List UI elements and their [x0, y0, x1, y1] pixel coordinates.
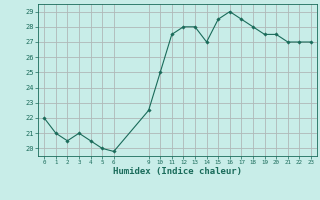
X-axis label: Humidex (Indice chaleur): Humidex (Indice chaleur) [113, 167, 242, 176]
